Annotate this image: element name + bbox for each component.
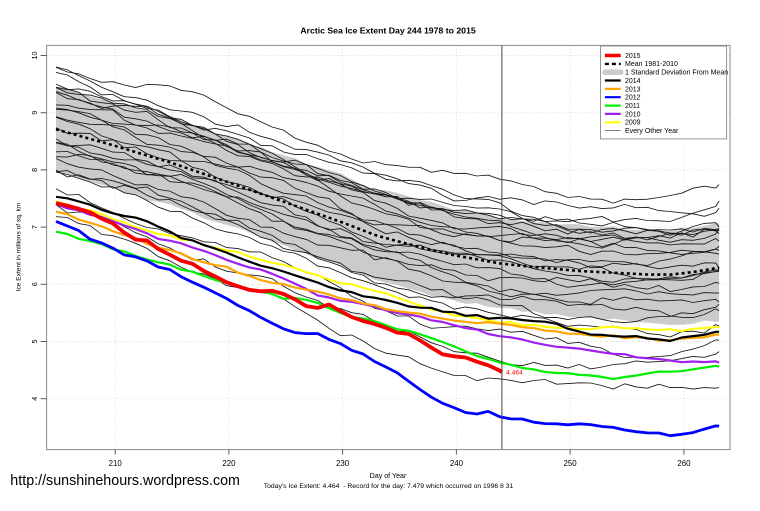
svg-text:9: 9 [30,111,39,115]
svg-text:10: 10 [30,52,39,60]
svg-text:210: 210 [109,459,123,468]
svg-text:2014: 2014 [625,78,641,85]
svg-text:230: 230 [336,459,350,468]
svg-text:Day of Year: Day of Year [370,472,407,480]
svg-text:4.464: 4.464 [506,370,523,377]
svg-text:Mean 1981-2010: Mean 1981-2010 [625,61,678,68]
svg-text:Arctic Sea Ice Extent Day 244: Arctic Sea Ice Extent Day 244 1978 to 20… [300,26,475,36]
svg-text:7: 7 [30,225,39,229]
svg-text:8: 8 [30,168,39,172]
svg-text:5: 5 [30,340,39,344]
svg-text:1 Standard Deviation From Mean: 1 Standard Deviation From Mean [625,70,728,77]
svg-text:240: 240 [450,459,464,468]
svg-text:Ice Extent in millions of sq.: Ice Extent in millions of sq. km [15,202,22,291]
svg-text:2013: 2013 [625,86,641,93]
svg-text:2012: 2012 [625,95,641,102]
svg-text:Every Other Year: Every Other Year [625,128,679,135]
svg-text:http://sunshinehours.wordpress: http://sunshinehours.wordpress.com [10,473,240,489]
svg-text:220: 220 [222,459,236,468]
svg-text:Today's Ice Extent: 4.464 - R: Today's Ice Extent: 4.464 - Record for t… [264,483,514,490]
svg-text:2011: 2011 [625,103,640,110]
svg-text:2010: 2010 [625,111,641,118]
svg-text:250: 250 [564,459,578,468]
svg-text:4: 4 [30,397,39,401]
svg-text:260: 260 [677,459,691,468]
svg-text:2009: 2009 [625,120,641,127]
svg-text:2015: 2015 [625,53,641,60]
svg-text:6: 6 [30,282,39,286]
